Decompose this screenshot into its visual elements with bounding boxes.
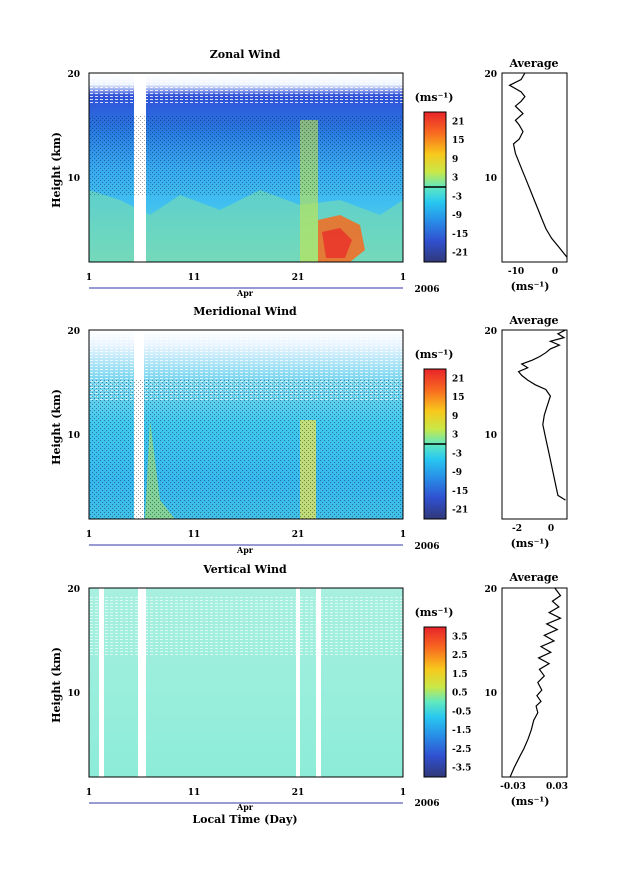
vertical-panel: Vertical Wind 20 10 Height (km) 1 11 21 … — [50, 563, 568, 826]
zonal-profile-line — [508, 72, 568, 258]
meridional-cb-ticks: 21 15 9 3 -3 -9 -15 -21 — [452, 374, 468, 515]
vertical-field — [89, 588, 403, 777]
vertical-title: Vertical Wind — [202, 563, 287, 576]
meridional-profile-ytick-10: 10 — [484, 431, 497, 441]
zonal-month-label: Apr — [236, 288, 254, 298]
vertical-ytick-20: 20 — [67, 585, 80, 595]
zonal-profile-xtick-b: 0 — [552, 267, 558, 277]
zonal-cb-tick-label: 21 — [452, 117, 465, 127]
meridional-year-label: 2006 — [414, 542, 439, 552]
meridional-cb-tick-label: -15 — [452, 487, 468, 497]
zonal-cb-ticks: 21 15 9 3 -3 -9 -15 -21 — [452, 117, 468, 258]
vertical-cb-tick-label: -1.5 — [452, 726, 471, 736]
vertical-profile-axes — [501, 587, 568, 778]
zonal-xtick-21: 21 — [292, 273, 305, 283]
zonal-profile-axes — [501, 72, 568, 263]
zonal-cb-tick-label: 3 — [452, 174, 458, 184]
meridional-cb-tick-label: -21 — [452, 506, 468, 516]
vertical-xlabel: Local Time (Day) — [192, 813, 297, 826]
zonal-cb-tick-label: 15 — [452, 136, 465, 146]
vertical-xtick-21: 21 — [292, 788, 305, 798]
vertical-profile-title: Average — [508, 571, 558, 584]
vertical-cb-tick-label: 3.5 — [452, 632, 468, 642]
vertical-axes — [88, 587, 404, 778]
vertical-ylabel: Height (km) — [50, 647, 63, 723]
meridional-ytick-20: 20 — [67, 327, 80, 337]
meridional-xtick-1: 1 — [86, 530, 92, 540]
vertical-cb-tick-label: 2.5 — [452, 651, 468, 661]
vertical-profile-ytick-20: 20 — [484, 585, 497, 595]
vertical-cb-tick-label: -0.5 — [452, 707, 471, 717]
zonal-cb-tick-label: -21 — [452, 249, 468, 259]
zonal-xtick-1b: 1 — [400, 273, 406, 283]
meridional-cb-tick-label: 15 — [452, 393, 465, 403]
zonal-title: Zonal Wind — [210, 48, 281, 61]
meridional-cb-unit: (ms⁻¹) — [415, 348, 454, 361]
meridional-xtick-11: 11 — [188, 530, 201, 540]
vertical-profile-xtick-b: 0.03 — [546, 782, 568, 792]
vertical-cb-tick-label: 0.5 — [452, 689, 468, 699]
meridional-cb-tick-label: 21 — [452, 374, 465, 384]
meridional-ytick-10: 10 — [67, 431, 80, 441]
meridional-cb-tick-label: 3 — [452, 431, 458, 441]
zonal-ytick-10: 10 — [67, 174, 80, 184]
vertical-colorbar — [423, 626, 447, 778]
zonal-profile-xtick-a: -10 — [508, 267, 524, 277]
zonal-field — [89, 73, 403, 262]
vertical-profile-xtick-a: -0.03 — [500, 782, 526, 792]
meridional-profile-axes — [501, 329, 568, 520]
vertical-cb-tick-label: -2.5 — [452, 745, 471, 755]
vertical-cb-unit: (ms⁻¹) — [415, 606, 454, 619]
zonal-cb-tick-label: 9 — [452, 155, 458, 165]
zonal-profile-title: Average — [508, 57, 558, 70]
meridional-month-label: Apr — [236, 545, 254, 555]
meridional-profile-xtick-a: -2 — [512, 524, 522, 534]
zonal-profile-ytick-20: 20 — [484, 70, 497, 80]
meridional-profile-ytick-20: 20 — [484, 327, 497, 337]
zonal-cb-tick-label: -3 — [452, 192, 462, 202]
meridional-xtick-1b: 1 — [400, 530, 406, 540]
meridional-panel: Meridional Wind 20 10 Height (km) 1 11 2… — [50, 305, 568, 555]
meridional-profile-xlabel: (ms⁻¹) — [511, 537, 550, 550]
zonal-profile-ytick-10: 10 — [484, 174, 497, 184]
vertical-xtick-1b: 1 — [400, 788, 406, 798]
meridional-ylabel: Height (km) — [50, 389, 63, 465]
meridional-cb-tick-label: 9 — [452, 412, 458, 422]
meridional-cb-tick-label: -3 — [452, 449, 462, 459]
zonal-cb-tick-label: -9 — [452, 211, 462, 221]
vertical-cb-ticks: 3.5 2.5 1.5 0.5 -0.5 -1.5 -2.5 -3.5 — [452, 632, 471, 773]
vertical-profile-xlabel: (ms⁻¹) — [511, 795, 550, 808]
zonal-year-label: 2006 — [414, 285, 439, 295]
meridional-title: Meridional Wind — [193, 305, 297, 318]
zonal-cb-tick-label: -15 — [452, 230, 468, 240]
vertical-xtick-1: 1 — [86, 788, 92, 798]
zonal-ytick-20: 20 — [67, 70, 80, 80]
zonal-cb-unit: (ms⁻¹) — [415, 91, 454, 104]
zonal-xtick-1: 1 — [86, 273, 92, 283]
vertical-month-label: Apr — [236, 802, 254, 812]
vertical-cb-tick-label: 1.5 — [452, 670, 468, 680]
zonal-profile-xlabel: (ms⁻¹) — [511, 280, 550, 293]
meridional-cb-tick-label: -9 — [452, 468, 462, 478]
zonal-xtick-11: 11 — [188, 273, 201, 283]
meridional-profile-title: Average — [508, 314, 558, 327]
vertical-year-label: 2006 — [414, 799, 439, 809]
zonal-ylabel: Height (km) — [50, 132, 63, 208]
meridional-profile-xtick-b: 0 — [548, 524, 554, 534]
vertical-profile-line — [509, 587, 562, 778]
vertical-xtick-11: 11 — [188, 788, 201, 798]
vertical-cb-tick-label: -3.5 — [452, 764, 471, 774]
zonal-axes — [88, 72, 404, 263]
meridional-xtick-21: 21 — [292, 530, 305, 540]
meridional-field — [89, 330, 403, 519]
meridional-profile-line — [517, 329, 566, 501]
zonal-panel: Zonal Wind 20 10 Height (km) 1 11 21 1 A… — [50, 48, 568, 298]
meridional-axes — [88, 329, 404, 520]
vertical-ytick-10: 10 — [67, 689, 80, 699]
vertical-profile-ytick-10: 10 — [484, 689, 497, 699]
